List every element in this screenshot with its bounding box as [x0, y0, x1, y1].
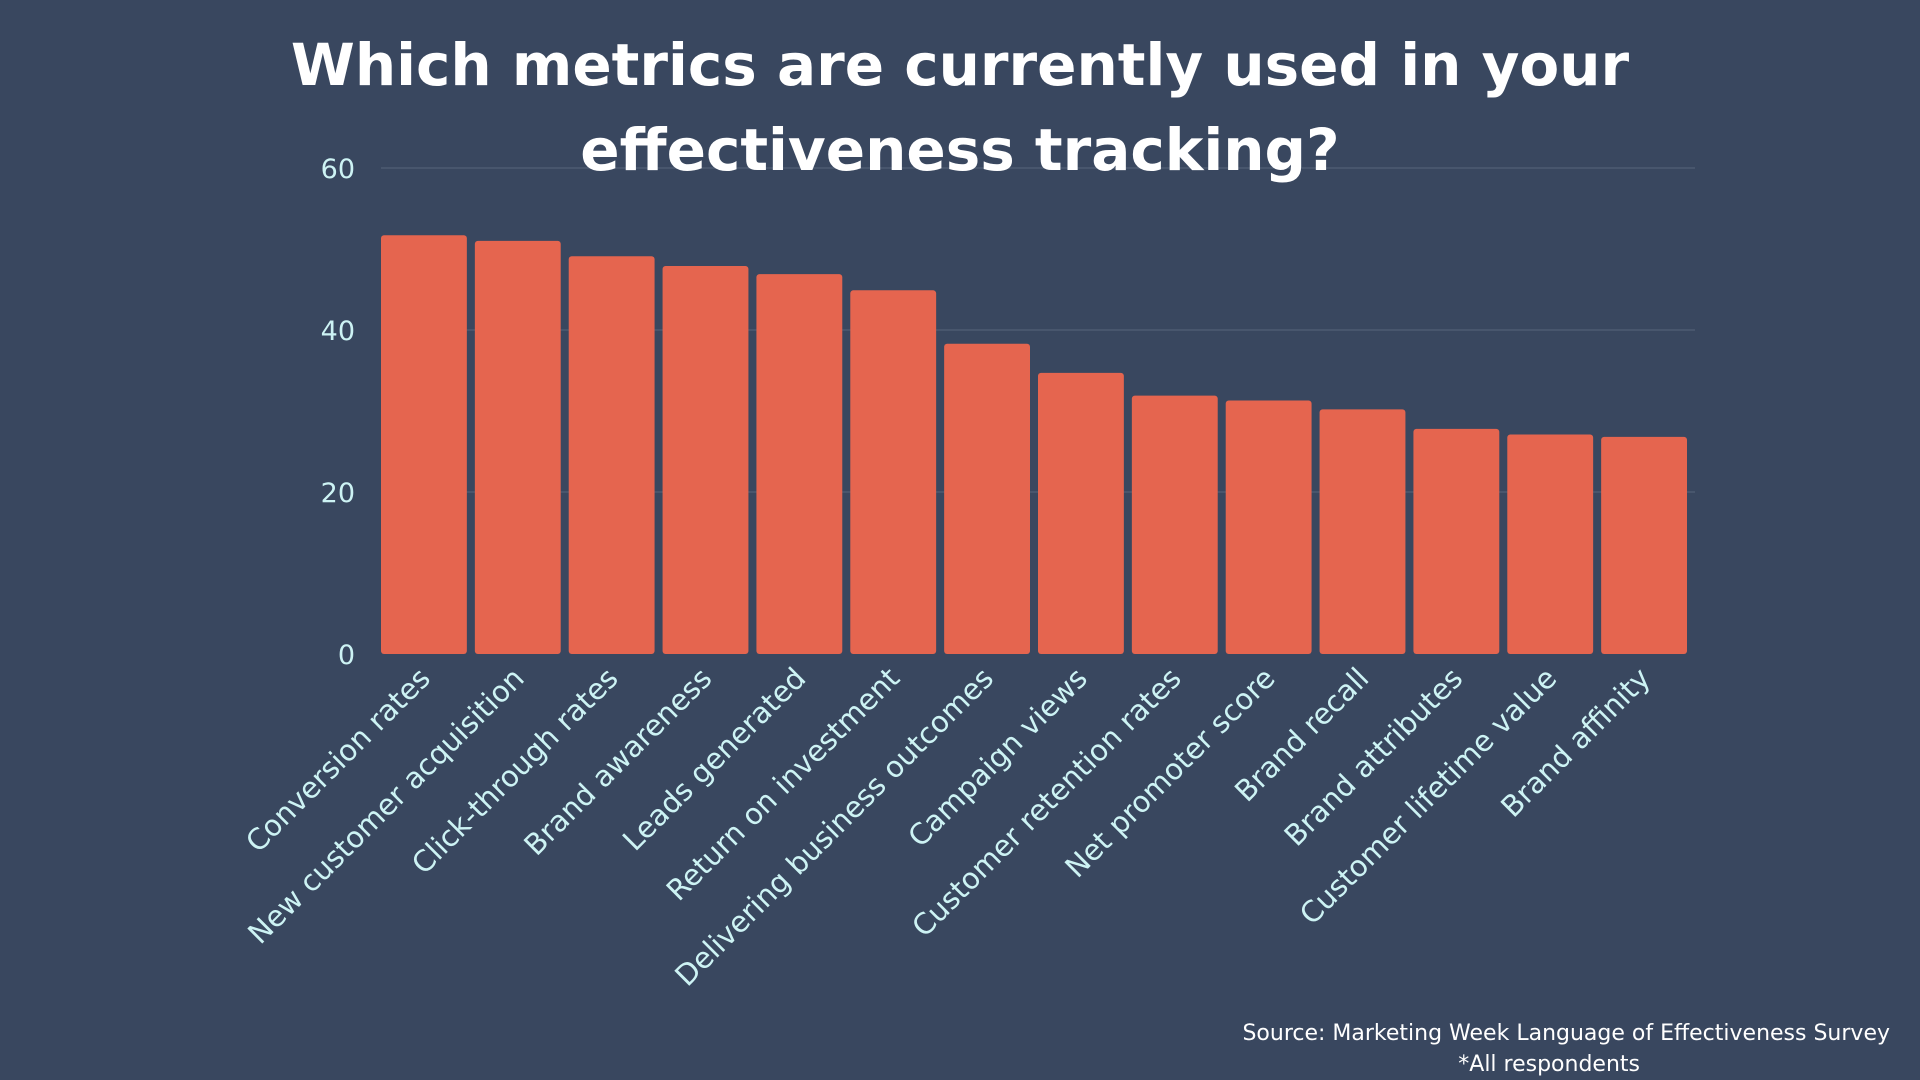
bar-11: [1413, 428, 1500, 654]
bars: [381, 235, 1687, 655]
y-axis-ticks: 0 20 40 60: [321, 154, 355, 671]
chart-title-line-1: Which metrics are currently used in your: [291, 31, 1630, 99]
source-line-1: Source: Marketing Week Language of Effec…: [1242, 1021, 1890, 1046]
chart-title-line-2: effectiveness tracking?: [580, 116, 1339, 184]
bar-1: [474, 240, 561, 654]
bar-10: [1319, 409, 1406, 654]
source-line-2: *All respondents: [1458, 1052, 1640, 1077]
bar-3: [662, 266, 749, 654]
y-tick-label: 60: [321, 154, 355, 185]
bar-8: [1131, 395, 1218, 654]
bar-0: [381, 235, 467, 655]
bar-5: [850, 290, 937, 654]
bar-4: [756, 274, 843, 654]
bar-9: [1225, 400, 1312, 654]
bar-7: [1038, 372, 1124, 654]
y-tick-label: 0: [338, 640, 355, 671]
y-tick-label: 40: [321, 316, 355, 347]
bar-13: [1601, 436, 1687, 654]
bar-6: [944, 343, 1030, 654]
bar-12: [1507, 434, 1594, 654]
bar-2: [568, 256, 655, 654]
y-tick-label: 20: [321, 478, 355, 509]
